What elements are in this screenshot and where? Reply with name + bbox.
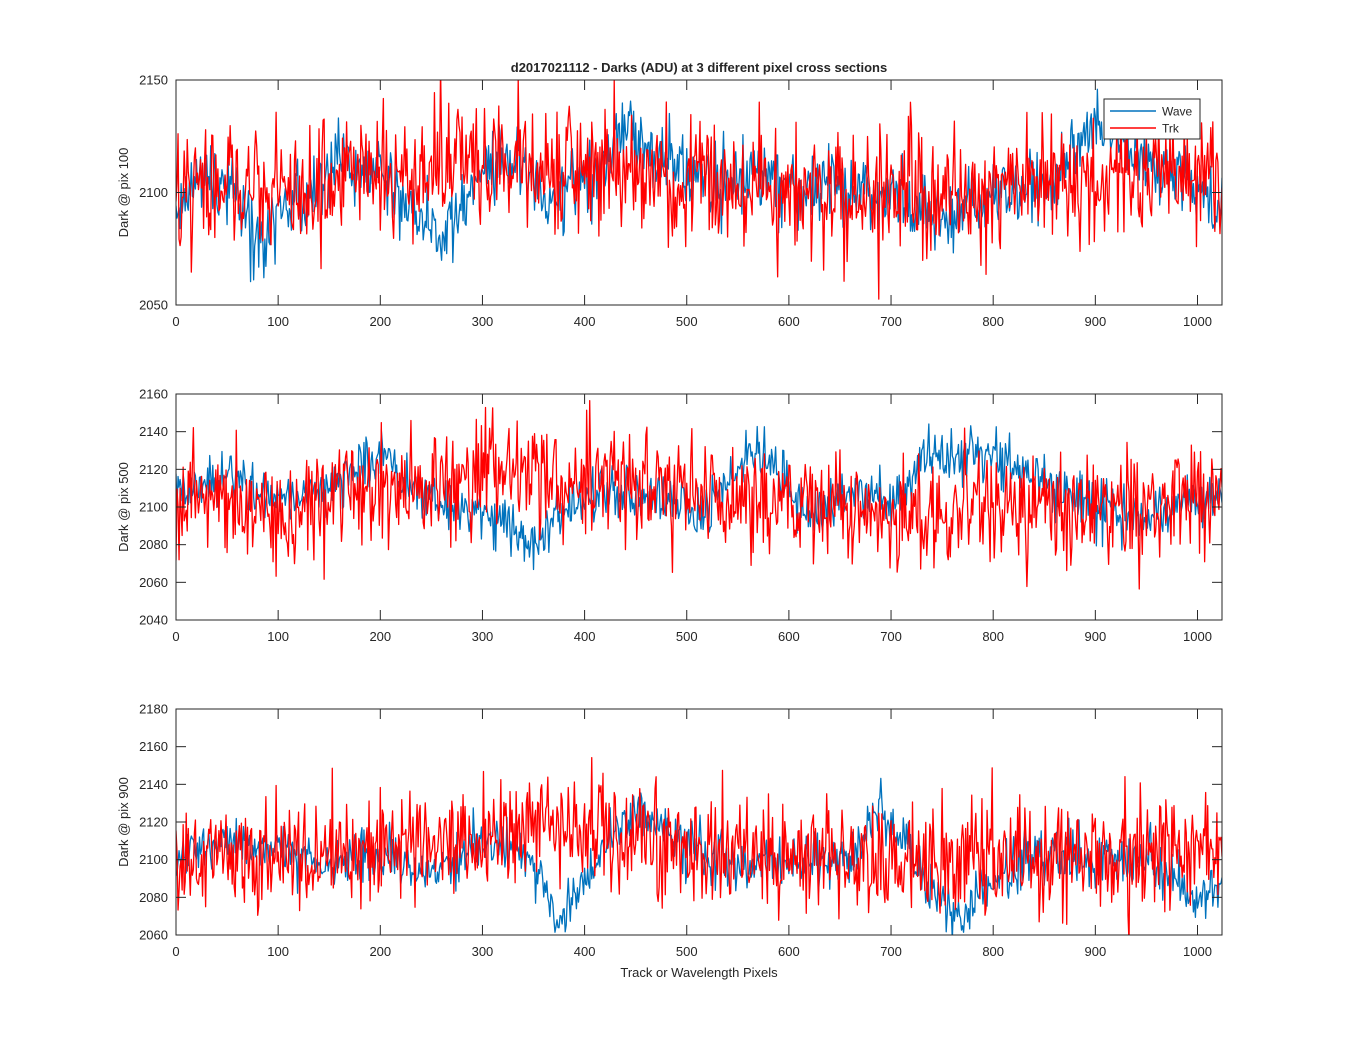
y-axis-label: Dark @ pix 100 xyxy=(116,148,131,238)
plot-area xyxy=(176,709,1222,935)
x-tick-label: 300 xyxy=(472,629,494,644)
y-tick-label: 2040 xyxy=(139,613,168,628)
y-tick-label: 2100 xyxy=(139,185,168,200)
y-tick-label: 2080 xyxy=(139,890,168,905)
x-tick-label: 500 xyxy=(676,629,698,644)
legend-label-trk: Trk xyxy=(1162,122,1180,136)
y-tick-label: 2100 xyxy=(139,852,168,867)
y-tick-label: 2160 xyxy=(139,739,168,754)
y-tick-label: 2060 xyxy=(139,928,168,943)
series-group xyxy=(176,399,1222,590)
x-tick-label: 700 xyxy=(880,314,902,329)
x-tick-label: 0 xyxy=(172,314,179,329)
y-tick-label: 2050 xyxy=(139,298,168,313)
y-tick-label: 2120 xyxy=(139,462,168,477)
x-tick-label: 400 xyxy=(574,944,596,959)
x-tick-label: 600 xyxy=(778,314,800,329)
subplot-2: 0 100 200 300 400 500 600 700 800 900 1000 2040 2060… xyxy=(116,387,1223,644)
series-group xyxy=(176,80,1222,300)
x-tick-label: 600 xyxy=(778,629,800,644)
series-line-trk xyxy=(176,757,1222,935)
x-tick-label: 700 xyxy=(880,944,902,959)
plots: 0 100 200 300 400 500 600 700 800 900 100020502100… xyxy=(116,60,1223,980)
legend: Wave Trk xyxy=(1103,98,1201,140)
x-tick-label: 400 xyxy=(574,314,596,329)
series-group xyxy=(176,757,1222,935)
x-tick-label: 900 xyxy=(1084,944,1106,959)
y-tick-label: 2140 xyxy=(139,424,168,439)
x-tick-label: 700 xyxy=(880,629,902,644)
x-tick-label: 400 xyxy=(574,629,596,644)
x-tick-label: 100 xyxy=(267,314,289,329)
x-tick-label: 800 xyxy=(982,629,1004,644)
y-tick-label: 2150 xyxy=(139,73,168,88)
y-tick-label: 2060 xyxy=(139,575,168,590)
x-axis-label: Track or Wavelength Pixels xyxy=(620,965,778,980)
y-tick-label: 2080 xyxy=(139,537,168,552)
x-tick-label: 1000 xyxy=(1183,314,1212,329)
legend-box xyxy=(1103,98,1201,140)
subplot-3: 0 100 200 300 400 500 600 700 800 900 1000 2060 2080… xyxy=(116,702,1223,980)
x-tick-label: 1000 xyxy=(1183,944,1212,959)
x-tick-label: 100 xyxy=(267,629,289,644)
y-tick-label: 2140 xyxy=(139,777,168,792)
chart-title: d2017021112 - Darks (ADU) at 3 different… xyxy=(511,60,887,75)
x-tick-label: 800 xyxy=(982,944,1004,959)
series-line-trk xyxy=(176,80,1222,300)
x-tick-label: 100 xyxy=(267,944,289,959)
series-line-wave xyxy=(176,423,1222,571)
y-tick-label: 2120 xyxy=(139,815,168,830)
x-tick-label: 200 xyxy=(369,944,391,959)
x-tick-label: 800 xyxy=(982,314,1004,329)
x-tick-label: 300 xyxy=(472,314,494,329)
series-line-trk xyxy=(176,399,1222,590)
x-tick-label: 900 xyxy=(1084,314,1106,329)
x-tick-label: 200 xyxy=(369,629,391,644)
x-tick-label: 600 xyxy=(778,944,800,959)
y-axis-label: Dark @ pix 500 xyxy=(116,462,131,552)
x-tick-label: 500 xyxy=(676,314,698,329)
x-tick-label: 1000 xyxy=(1183,629,1212,644)
x-tick-label: 300 xyxy=(472,944,494,959)
y-tick-label: 2100 xyxy=(139,500,168,515)
y-tick-label: 2180 xyxy=(139,702,168,717)
x-tick-label: 200 xyxy=(369,314,391,329)
subplot-1: 0 100 200 300 400 500 600 700 800 900 1000 2050 2100… xyxy=(116,60,1223,329)
y-tick-label: 2160 xyxy=(139,387,168,402)
x-tick-label: 500 xyxy=(676,944,698,959)
x-tick-label: 0 xyxy=(172,629,179,644)
x-tick-label: 0 xyxy=(172,944,179,959)
legend-label-wave: Wave xyxy=(1162,105,1193,119)
x-tick-label: 900 xyxy=(1084,629,1106,644)
y-axis-label: Dark @ pix 900 xyxy=(116,777,131,867)
